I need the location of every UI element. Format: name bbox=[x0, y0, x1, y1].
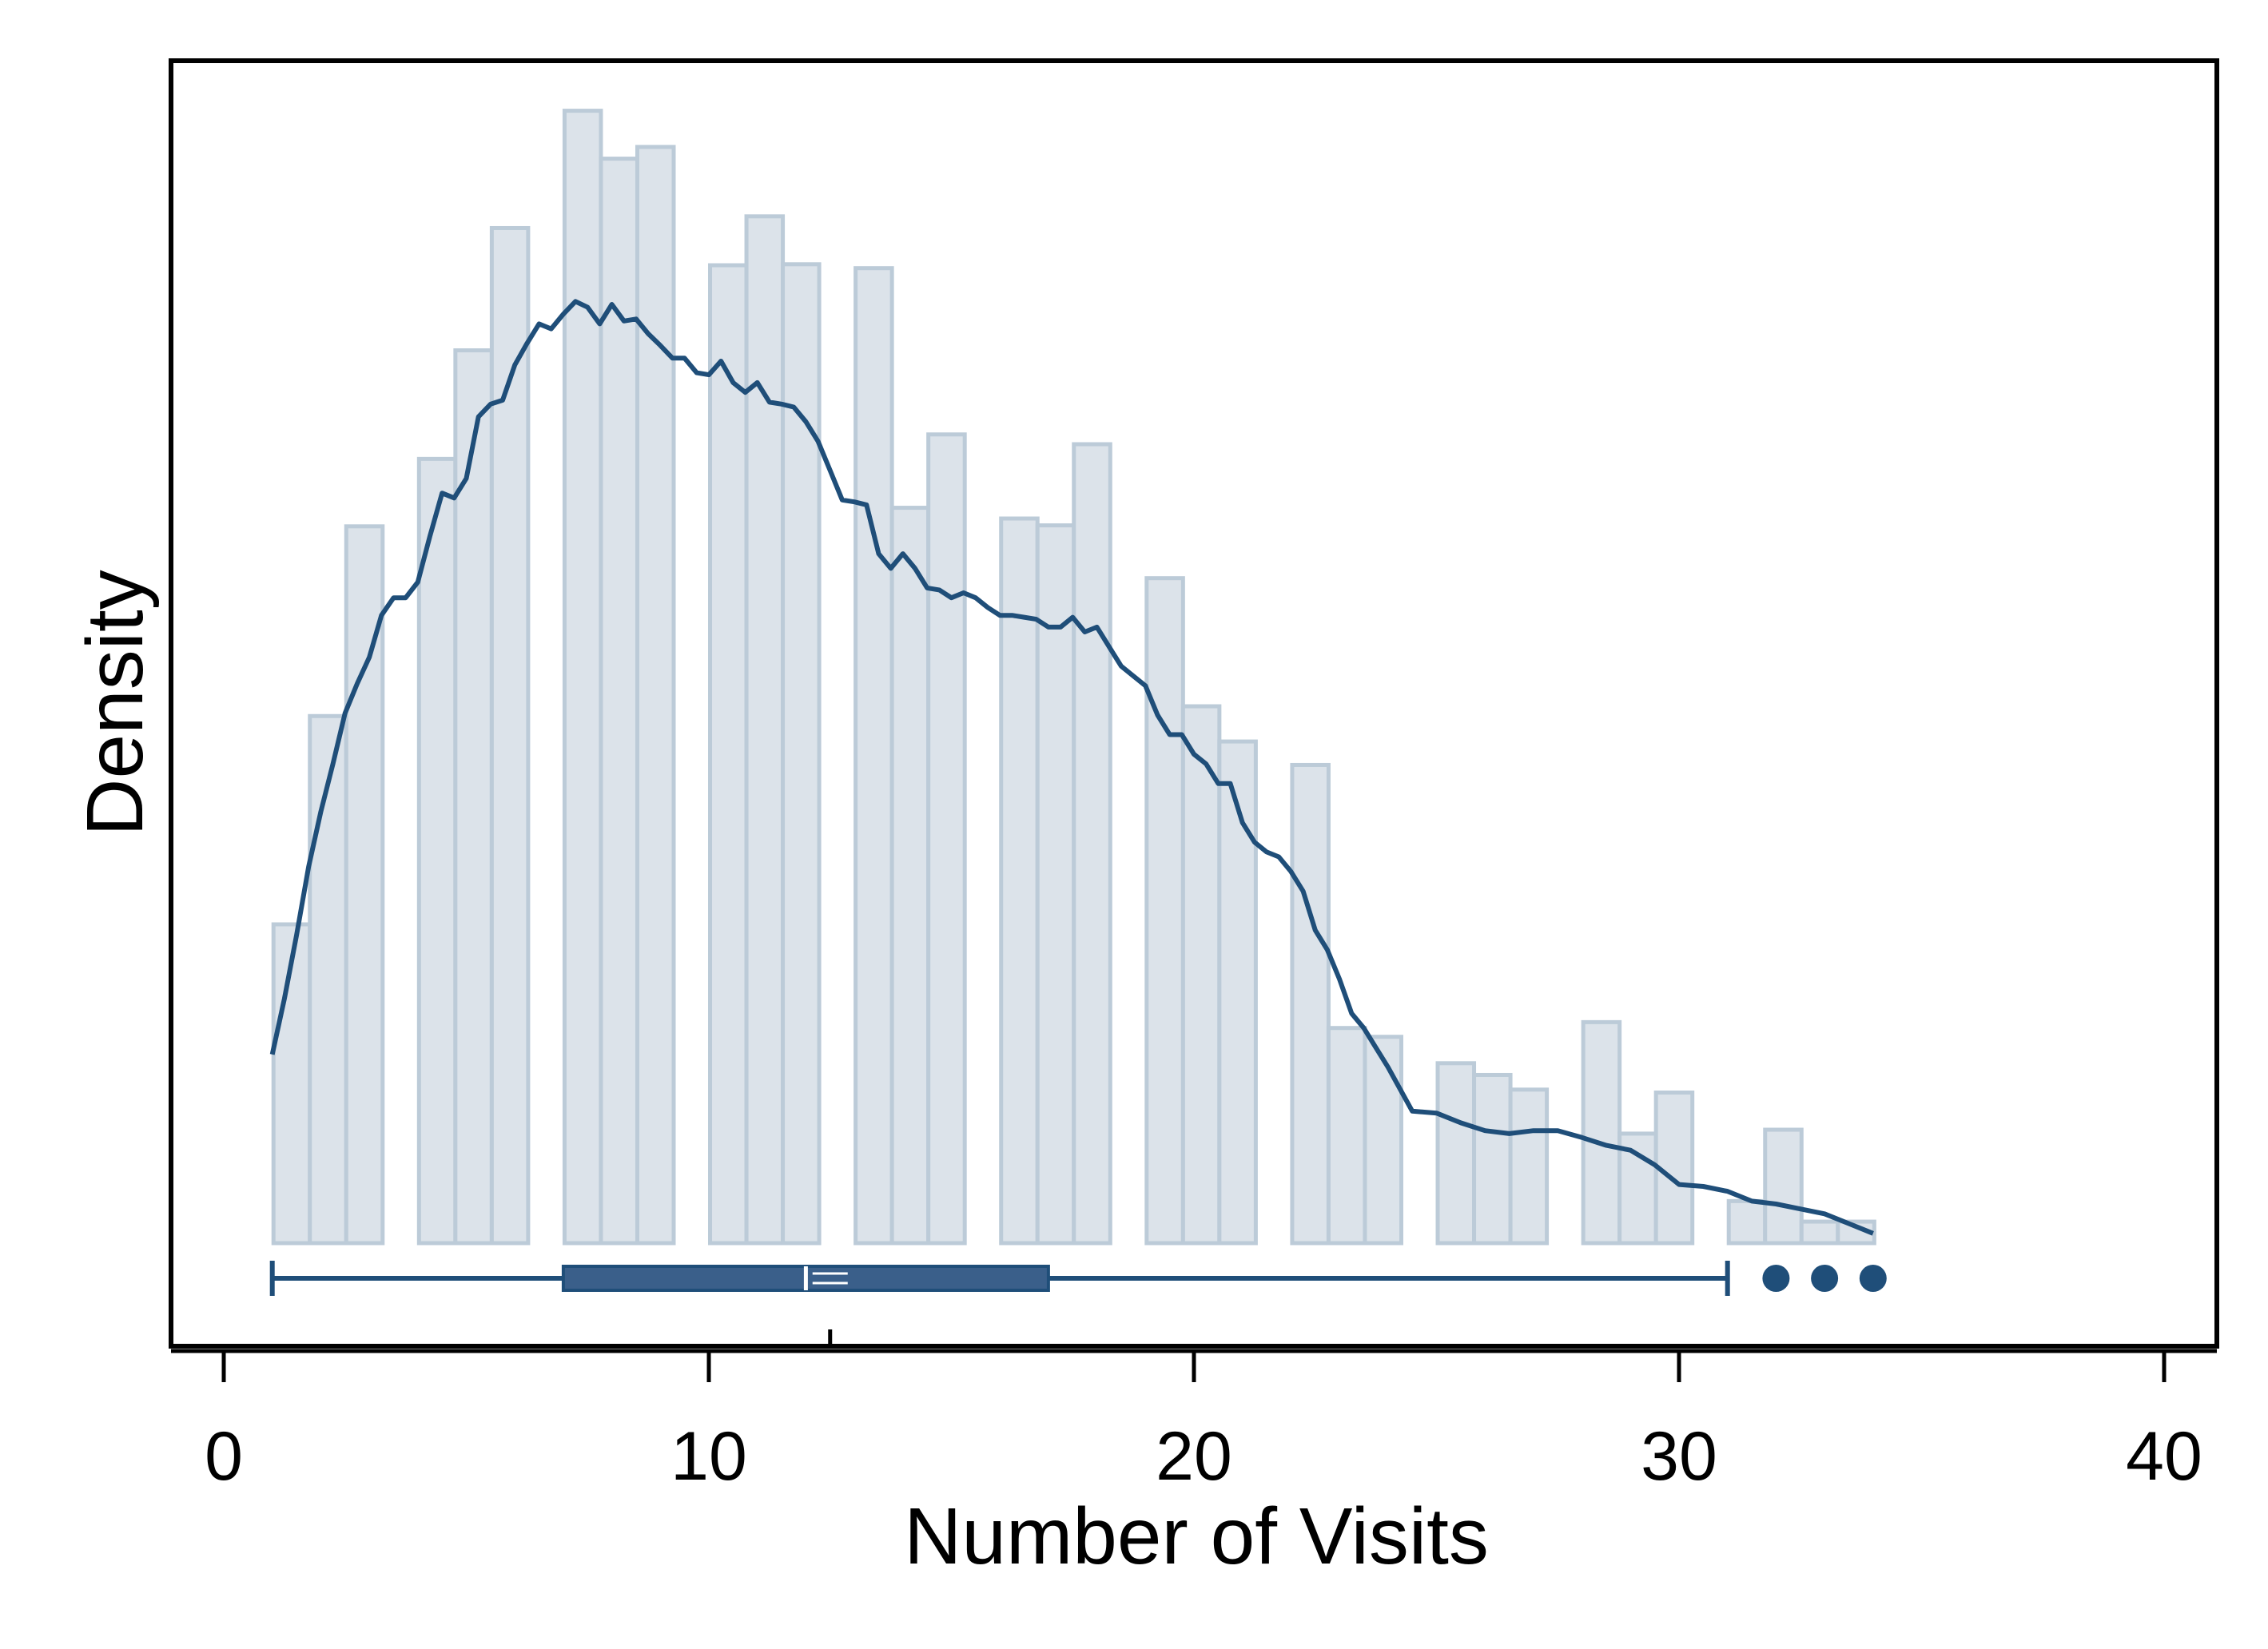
histogram-bar bbox=[781, 262, 822, 1246]
boxplot-outlier bbox=[1859, 1265, 1887, 1292]
histogram-bar bbox=[308, 713, 348, 1246]
histogram-bar bbox=[489, 225, 531, 1246]
histogram-bar bbox=[1581, 1019, 1622, 1246]
histogram-bar bbox=[635, 145, 676, 1246]
histogram-bar bbox=[744, 214, 786, 1246]
histogram-bar bbox=[1472, 1072, 1513, 1246]
histogram-bar bbox=[926, 432, 967, 1246]
boxplot-outlier bbox=[1811, 1265, 1839, 1292]
histogram-bar bbox=[1799, 1219, 1840, 1246]
histogram-bar bbox=[562, 109, 603, 1246]
histogram-bar bbox=[1763, 1127, 1804, 1246]
histogram-bar bbox=[453, 348, 494, 1246]
histogram-bar bbox=[999, 516, 1040, 1246]
x-tick-label: 0 bbox=[205, 1418, 243, 1495]
x-tick-label: 10 bbox=[670, 1418, 747, 1495]
x-axis: 0 10 20 30 40 bbox=[171, 1349, 2217, 1495]
x-axis-title: Number of Visits bbox=[904, 1492, 1489, 1581]
histogram-bar bbox=[1180, 704, 1222, 1246]
histogram-bar bbox=[1035, 523, 1076, 1246]
histogram-bar bbox=[1072, 442, 1112, 1246]
x-tick-label: 20 bbox=[1156, 1418, 1232, 1495]
histogram-bar bbox=[1435, 1061, 1477, 1246]
histogram-bar bbox=[1726, 1198, 1768, 1246]
histogram-bar bbox=[1144, 576, 1185, 1246]
histogram-bar bbox=[1290, 762, 1331, 1246]
x-tick-label: 40 bbox=[2126, 1418, 2202, 1495]
histogram-bar bbox=[271, 922, 312, 1246]
histogram-bar bbox=[1217, 739, 1258, 1246]
histogram-bar bbox=[344, 524, 385, 1246]
histogram-bar bbox=[1363, 1035, 1403, 1246]
histogram-bar bbox=[853, 266, 894, 1246]
histogram-bar bbox=[599, 157, 639, 1246]
density-curve bbox=[269, 299, 1874, 1236]
histogram-bar bbox=[708, 263, 749, 1246]
box-plot bbox=[269, 1261, 1887, 1346]
histogram-bar bbox=[1508, 1087, 1550, 1246]
histogram-bar bbox=[889, 506, 931, 1246]
histogram-bar bbox=[1326, 1026, 1367, 1246]
x-tick-label: 30 bbox=[1641, 1418, 1717, 1495]
y-axis-title: Density bbox=[70, 570, 160, 836]
boxplot-outlier bbox=[1762, 1265, 1790, 1292]
histogram-bar bbox=[416, 456, 458, 1246]
plot-frame bbox=[169, 58, 2219, 1349]
